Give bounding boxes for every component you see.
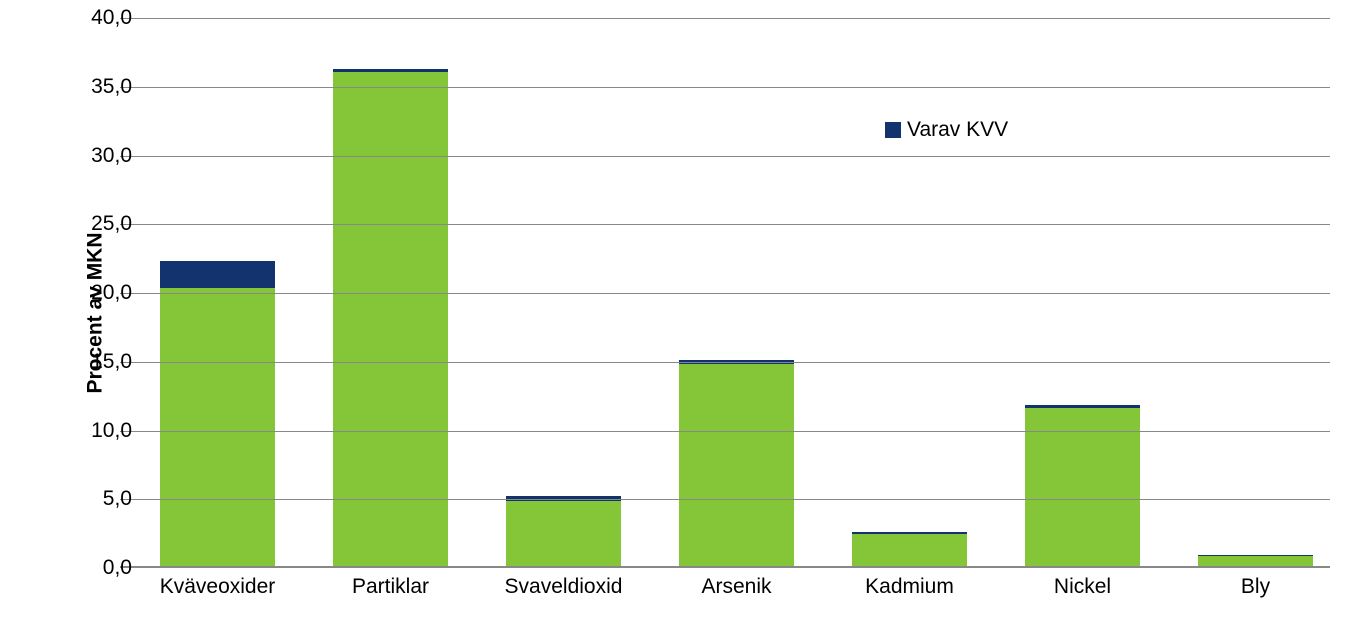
y-tick-label: 20,0 — [72, 281, 132, 305]
y-tick-label: 10,0 — [72, 419, 132, 443]
x-tick-label: Kväveoxider — [160, 575, 276, 599]
gridline — [120, 431, 1330, 432]
x-tick-label: Svaveldioxid — [505, 575, 623, 599]
x-tick-label: Kadmium — [865, 575, 954, 599]
plot-area — [120, 18, 1330, 568]
chart-container: Procent av MKN 0,05,010,015,020,025,030,… — [0, 0, 1350, 625]
gridline — [120, 362, 1330, 363]
y-tick-label: 15,0 — [72, 350, 132, 374]
gridline — [120, 87, 1330, 88]
legend-label: Varav KVV — [907, 118, 1008, 142]
legend: Varav KVV — [885, 118, 1008, 142]
legend-swatch — [885, 122, 901, 138]
y-tick-label: 0,0 — [72, 556, 132, 580]
y-tick-label: 5,0 — [72, 487, 132, 511]
bar-segment — [852, 534, 967, 566]
x-tick-label: Nickel — [1054, 575, 1111, 599]
gridline — [120, 499, 1330, 500]
gridline — [120, 156, 1330, 157]
bar-segment — [333, 69, 448, 72]
x-tick-label: Bly — [1241, 575, 1270, 599]
x-tick-label: Arsenik — [701, 575, 771, 599]
y-tick-label: 25,0 — [72, 212, 132, 236]
bar-segment — [1025, 405, 1140, 408]
y-tick-label: 40,0 — [72, 6, 132, 30]
bar-segment — [160, 261, 275, 289]
y-tick-label: 35,0 — [72, 75, 132, 99]
bar-segment — [506, 501, 621, 566]
bar-segment — [679, 364, 794, 566]
bar-segment — [1198, 555, 1313, 556]
gridline — [120, 18, 1330, 19]
bar-segment — [852, 532, 967, 535]
bar-segment — [333, 72, 448, 566]
bar-segment — [1198, 556, 1313, 566]
x-tick-label: Partiklar — [352, 575, 429, 599]
bar-segment — [160, 288, 275, 566]
gridline — [120, 224, 1330, 225]
bars-area — [120, 18, 1330, 566]
bar-segment — [1025, 408, 1140, 566]
y-tick-label: 30,0 — [72, 144, 132, 168]
gridline — [120, 293, 1330, 294]
